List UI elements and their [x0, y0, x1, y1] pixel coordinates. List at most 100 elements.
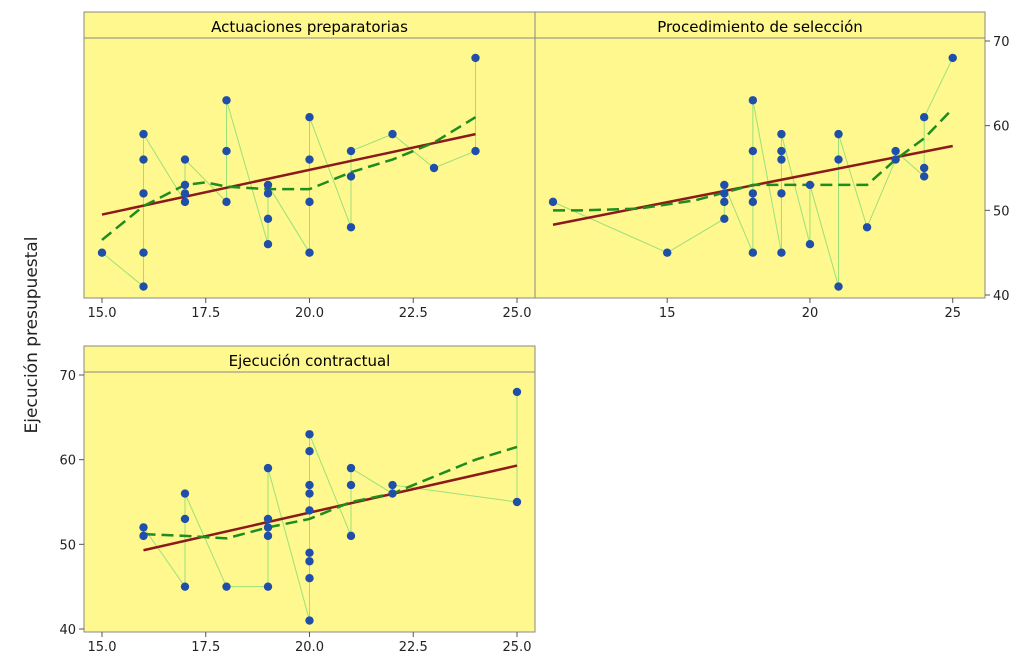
data-point [346, 463, 356, 473]
panel-header [84, 346, 535, 372]
smooth-fit-line [553, 107, 954, 212]
data-point [346, 480, 356, 490]
data-point [512, 497, 522, 507]
data-point [305, 574, 314, 583]
data-point [305, 155, 314, 164]
smooth-fit-line [101, 116, 477, 241]
data-point [834, 129, 843, 139]
data-point [388, 129, 397, 139]
data-point [346, 531, 356, 541]
data-point [263, 214, 273, 223]
y-tick-label: 50 [993, 204, 1010, 219]
data-point [180, 180, 190, 190]
x-tick-label: 20.0 [295, 640, 324, 655]
data-point [180, 197, 190, 207]
data-point [720, 197, 729, 207]
data-point [305, 548, 314, 557]
data-point [777, 129, 786, 139]
data-point [305, 113, 314, 122]
data-point [663, 248, 672, 257]
data-point [263, 463, 273, 473]
data-point [263, 531, 273, 541]
data-point [891, 155, 900, 164]
data-point [834, 155, 843, 164]
data-point [720, 189, 729, 198]
data-point [919, 113, 929, 122]
data-point [305, 489, 314, 498]
data-point [777, 248, 786, 257]
y-tick-label: 40 [59, 623, 76, 638]
data-point [777, 146, 786, 156]
panel-title: Ejecución contractual [229, 352, 391, 370]
y-tick-label: 50 [59, 538, 76, 553]
data-point [777, 189, 786, 198]
smooth-fit-line [143, 445, 518, 540]
data-point [305, 430, 314, 439]
linear-fit-line [101, 132, 476, 216]
x-tick-label: 25.0 [503, 640, 532, 655]
data-point [777, 155, 786, 164]
data-point [512, 387, 522, 397]
x-tick-label: 25 [944, 306, 961, 321]
x-tick-label: 25.0 [503, 306, 532, 321]
data-point [748, 189, 758, 198]
x-tick-label: 22.5 [399, 306, 428, 321]
data-point [222, 96, 231, 105]
y-axis-label: Ejecución presupuestal [22, 237, 42, 434]
data-point [748, 96, 758, 105]
data-point [263, 582, 273, 591]
data-point [139, 248, 148, 257]
x-tick-label: 20.0 [295, 306, 324, 321]
data-point [720, 180, 729, 190]
data-point [263, 189, 273, 198]
data-point [862, 223, 872, 232]
data-point [180, 489, 190, 498]
data-point [346, 172, 356, 181]
data-point [471, 146, 480, 156]
panel-title: Actuaciones preparatorias [211, 18, 408, 36]
data-point [919, 172, 929, 181]
data-point [919, 163, 929, 173]
data-point [263, 523, 273, 532]
data-point [305, 616, 314, 625]
data-point [305, 557, 314, 566]
data-point [748, 248, 758, 257]
data-point [139, 523, 148, 532]
data-point [834, 282, 843, 291]
data-point [180, 189, 190, 198]
data-point [305, 197, 314, 207]
data-point [891, 146, 900, 156]
data-point [222, 582, 231, 591]
panel-title: Procedimiento de selección [657, 18, 863, 36]
panel-frame [534, 11, 986, 299]
data-point [222, 146, 231, 156]
y-tick-label: 60 [59, 454, 76, 469]
data-point [263, 240, 273, 249]
data-point [180, 582, 190, 591]
data-point [305, 480, 314, 490]
x-tick-label: 15.0 [88, 306, 117, 321]
y-tick-label: 70 [993, 35, 1010, 50]
plot-area [535, 38, 985, 298]
x-tick-label: 17.5 [191, 306, 220, 321]
x-tick-label: 15 [659, 306, 676, 321]
x-tick-label: 15.0 [88, 640, 117, 655]
x-tick-label: 17.5 [191, 640, 220, 655]
data-point [471, 53, 480, 63]
panel-1: Actuaciones preparatorias 15.0 17.5 20.0 22.… [83, 11, 536, 321]
data-point [748, 146, 758, 156]
data-point [429, 163, 439, 173]
connector-line [101, 57, 476, 288]
data-point [805, 180, 815, 190]
data-point [222, 197, 231, 207]
data-point [805, 240, 815, 249]
data-point [948, 53, 957, 63]
x-tick-label: 22.5 [399, 640, 428, 655]
panel-2: Procedimiento de selección 15 20 25 40 50 60 70 [534, 11, 1010, 321]
data-point [346, 223, 356, 232]
data-point [305, 447, 314, 456]
data-point [180, 155, 190, 164]
data-point [180, 514, 190, 524]
